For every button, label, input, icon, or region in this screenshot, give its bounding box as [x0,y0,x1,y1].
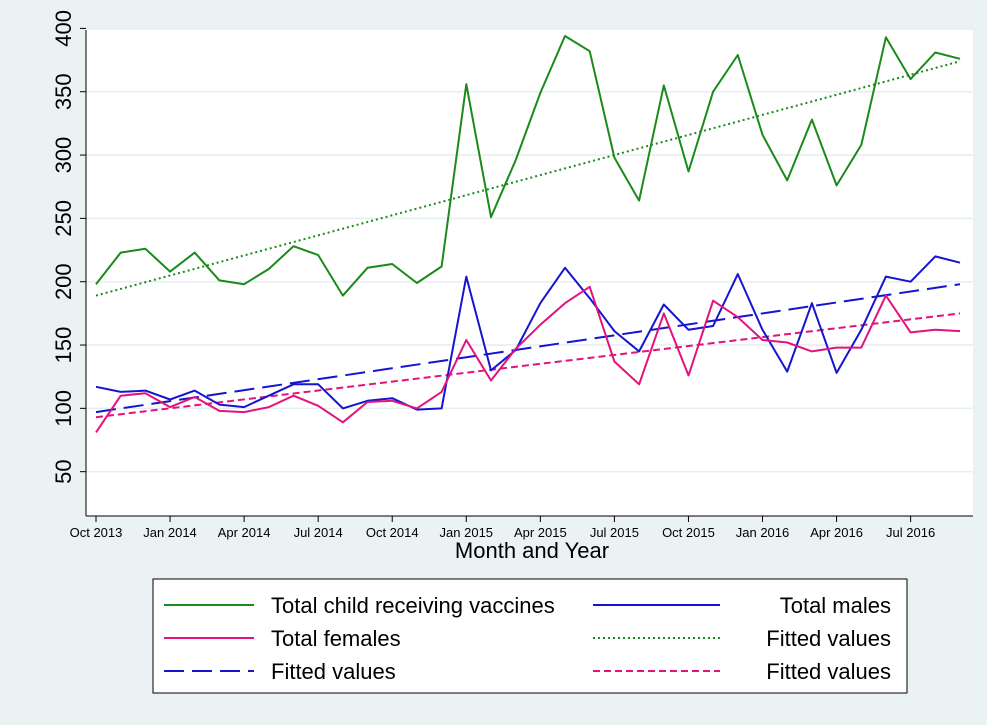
y-tick-label: 100 [51,390,76,427]
legend-label: Total males [780,593,891,618]
legend-label: Fitted values [271,659,396,684]
series-line-3 [95,60,961,297]
series-line-2 [95,285,961,433]
series-line-4 [95,283,961,414]
x-tick-label: Jan 2014 [143,525,197,540]
x-tick-label: Jan 2015 [440,525,494,540]
series-line-0 [95,35,961,297]
series-line-1 [95,255,961,411]
plot-area [86,30,973,516]
x-tick-label: Oct 2013 [70,525,123,540]
y-tick-label: 250 [51,200,76,237]
legend-box [152,578,908,694]
series-line-5 [95,312,961,419]
x-tick-label: Oct 2015 [662,525,715,540]
x-axis-title: Month and Year [455,538,609,563]
x-tick-label: Jul 2014 [294,525,343,540]
fitted-lines [95,60,961,419]
x-tick-label: Jan 2016 [736,525,790,540]
y-tick-label: 350 [51,73,76,110]
x-axis-ticks: Oct 2013 Jan 2014 Apr 2014 Jul 2014 Oct 2014… [70,516,935,540]
y-tick-label: 300 [51,137,76,174]
legend-label: Total females [271,626,401,651]
legend-label: Fitted values [766,626,891,651]
legend-label: Total child receiving vaccines [271,593,555,618]
y-tick-label: 150 [51,327,76,364]
x-tick-label: Oct 2014 [366,525,419,540]
y-tick-label: 400 [51,10,76,47]
x-tick-label: Apr 2015 [514,525,567,540]
data-series [95,35,961,433]
x-tick-label: Jul 2016 [886,525,935,540]
legend: Total child receiving vaccines Total male… [164,593,891,684]
y-tick-label: 50 [51,459,76,483]
y-axis-ticks: 50 100 150 200 250 300 350 400 [51,10,86,484]
x-tick-label: Apr 2016 [810,525,863,540]
x-tick-label: Apr 2014 [218,525,271,540]
legend-label: Fitted values [766,659,891,684]
x-tick-label: Jul 2015 [590,525,639,540]
y-tick-label: 200 [51,263,76,300]
